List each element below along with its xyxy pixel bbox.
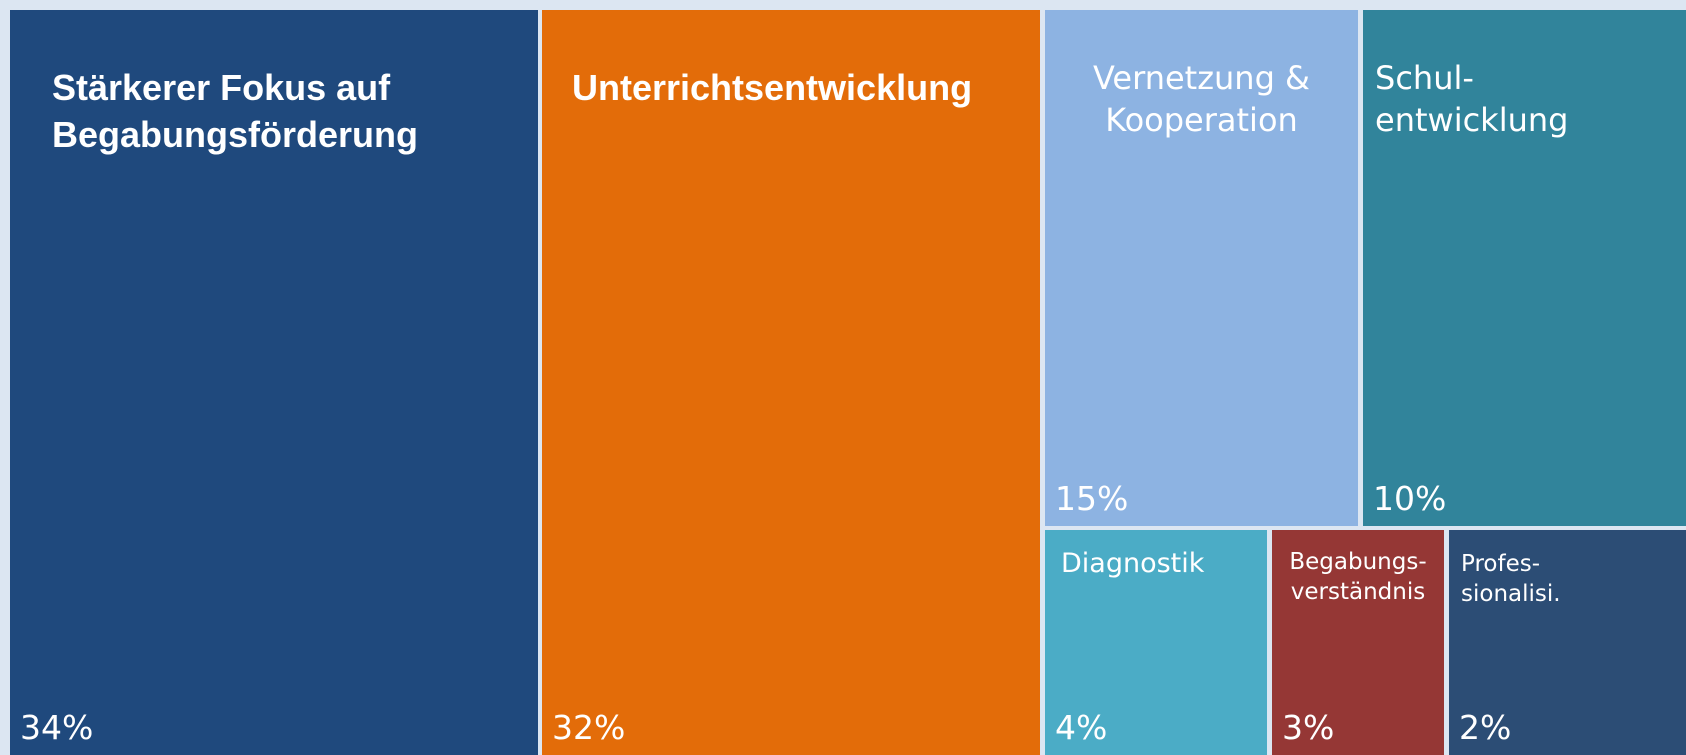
tile-label: Unterrichtsentwicklung [572, 67, 973, 108]
tile-label: Profes- sionalisi. [1461, 551, 1561, 607]
value-label: 4% [1055, 708, 1108, 747]
tile: Vernetzung & Kooperation 15% [1045, 10, 1358, 526]
tile-label: Begabungs- verständnis [1289, 549, 1427, 605]
tile-label: Diagnostik [1061, 548, 1205, 579]
tile: Unterrichtsentwicklung 32% [542, 10, 1040, 755]
value-label: 2% [1459, 708, 1512, 747]
value-label: 3% [1282, 708, 1335, 747]
tile: Stärkerer Fokus auf Begabungsförderung 34… [10, 10, 538, 755]
value-label: 10% [1373, 479, 1447, 518]
value-label: 32% [552, 708, 626, 747]
value-label: 34% [20, 708, 94, 747]
tile: Schul- entwicklung 10% [1363, 10, 1686, 526]
value-label: 15% [1055, 479, 1129, 518]
tile-label: Vernetzung & Kooperation [1093, 59, 1310, 139]
tile: Diagnostik 4% [1045, 530, 1267, 755]
tile-label: Schul- entwicklung [1375, 59, 1569, 139]
tile-label: Stärkerer Fokus auf Begabungsförderung [52, 67, 418, 155]
tile: Begabungs- verständnis 3% [1272, 530, 1444, 755]
tile: Profes- sionalisi. 2% [1449, 530, 1686, 755]
